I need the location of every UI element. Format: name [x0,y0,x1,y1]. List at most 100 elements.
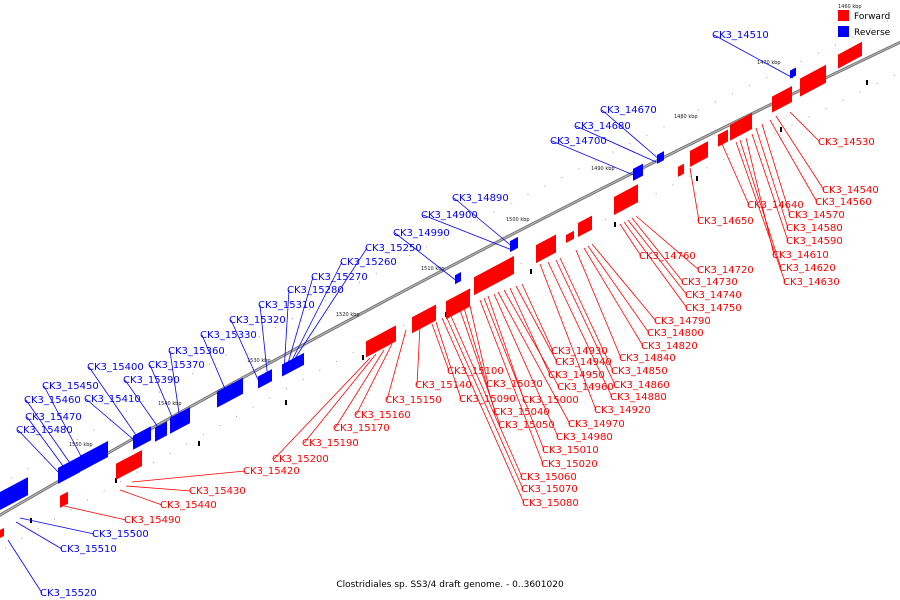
gene-label[interactable]: CK3_15250 [365,243,422,254]
gene-label[interactable]: CK3_15020 [541,459,598,470]
gene-label[interactable]: CK3_14730 [681,277,738,288]
gene-label[interactable]: CK3_14790 [654,316,711,327]
gene-label[interactable]: CK3_14670 [600,105,657,116]
gene-label[interactable]: CK3_15140 [415,380,472,391]
gene-label[interactable]: CK3_14680 [574,121,631,132]
gene-leader-line [149,364,176,425]
gene-label[interactable]: CK3_15440 [160,500,217,511]
gene-label[interactable]: CK3_14970 [568,419,625,430]
gene-label[interactable]: CK3_14640 [747,200,804,211]
gene-label[interactable]: CK3_15480 [16,425,73,436]
gene-label[interactable]: CK3_15160 [354,410,411,421]
gene-label[interactable]: CK3_15200 [272,454,329,465]
gene-label[interactable]: CK3_14820 [641,341,698,352]
gene-label[interactable]: CK3_15070 [521,484,578,495]
gene-label[interactable]: CK3_14950 [548,370,605,381]
gene-label[interactable]: CK3_15330 [200,330,257,341]
tick-label: 1500 kbp [506,217,530,223]
gene-label[interactable]: CK3_14760 [639,251,696,262]
forward-gene-block [678,163,684,177]
gene-label[interactable]: CK3_15060 [520,472,577,483]
gene-label[interactable]: CK3_14890 [452,193,509,204]
gene-leader-line [394,232,459,283]
gene-label[interactable]: CK3_14560 [815,197,872,208]
gene-label[interactable]: CK3_14740 [685,290,742,301]
reverse-gene-block [80,440,108,472]
gene-label[interactable]: CK3_14610 [772,250,829,261]
gene-label[interactable]: CK3_14920 [594,405,651,416]
gene-label[interactable]: CK3_14580 [786,223,843,234]
gene-label[interactable]: CK3_15280 [287,285,344,296]
reverse-gene-block [510,236,518,253]
gene-label[interactable]: CK3_15190 [302,438,359,449]
gene-label[interactable]: CK3_15150 [385,395,442,406]
gene-label[interactable]: CK3_15360 [168,346,225,357]
forward-gene-block [412,304,436,334]
gene-leader-line [591,243,657,322]
gene-label[interactable]: CK3_14900 [421,210,478,221]
gene-label[interactable]: CK3_15270 [311,272,368,283]
gene-leader-line [721,143,750,206]
reverse-gene-block [170,407,190,434]
gene-label[interactable]: CK3_14620 [779,263,836,274]
forward-gene-block [474,255,514,296]
gene-label[interactable]: CK3_15000 [522,395,579,406]
gene-label[interactable]: CK3_15420 [243,466,300,477]
gene-label[interactable]: CK3_14930 [551,346,608,357]
gene-label[interactable]: CK3_15510 [60,544,117,555]
gene-label[interactable]: CK3_15460 [24,395,81,406]
gene-label[interactable]: CK3_15470 [25,412,82,423]
gene-label[interactable]: CK3_14840 [619,353,676,364]
gene-label[interactable]: CK3_14650 [697,216,754,227]
gene-label[interactable]: CK3_15320 [229,315,286,326]
gene-label[interactable]: CK3_15050 [498,420,555,431]
gene-label[interactable]: CK3_15010 [542,445,599,456]
gene-label[interactable]: CK3_15080 [522,498,579,509]
gene-label[interactable]: CK3_14960 [557,382,614,393]
gene-label[interactable]: CK3_15400 [87,362,144,373]
genome-backbone-highlight [0,41,900,516]
reverse-gene-block [455,272,461,285]
gene-label[interactable]: CK3_15090 [459,394,516,405]
gene-label[interactable]: CK3_15490 [124,515,181,526]
gene-label[interactable]: CK3_14530 [818,137,875,148]
gene-label[interactable]: CK3_14980 [556,432,613,443]
gene-leader-line [459,309,501,426]
gene-label[interactable]: CK3_14750 [685,303,742,314]
gene-label[interactable]: CK3_14860 [613,380,670,391]
gene-leader-line [509,287,551,376]
gene-label[interactable]: CK3_14570 [788,210,845,221]
gene-leader-line [85,398,135,441]
gene-label[interactable]: CK3_15520 [40,588,97,599]
gene-label[interactable]: CK3_14630 [783,277,840,288]
gene-label[interactable]: CK3_14540 [822,185,879,196]
gene-label[interactable]: CK3_15450 [42,381,99,392]
gene-label[interactable]: CK3_14700 [550,136,607,147]
gene-label[interactable]: CK3_14940 [555,357,612,368]
forward-gene-block [446,288,470,320]
gene-label[interactable]: CK3_15170 [333,423,390,434]
tick-label: 1510 kbp [421,266,445,272]
gene-leader-line [119,489,163,506]
gene-label[interactable]: CK3_14990 [393,228,450,239]
gene-label[interactable]: CK3_14850 [611,366,668,377]
gene-label[interactable]: CK3_14800 [647,328,704,339]
gene-label[interactable]: CK3_14510 [712,30,769,41]
gene-label[interactable]: CK3_14720 [697,265,754,276]
gene-label[interactable]: CK3_15410 [84,394,141,405]
gene-leader-line [483,297,545,451]
tick-label: 1480 kbp [674,114,698,120]
gene-label[interactable]: CK3_14880 [610,392,667,403]
gene-label[interactable]: CK3_15370 [148,360,205,371]
gene-label[interactable]: CK3_15030 [486,379,543,390]
gene-label[interactable]: CK3_14590 [786,236,843,247]
gene-leader-line [479,299,544,465]
gene-label[interactable]: CK3_15310 [258,300,315,311]
reverse-gene-block [282,352,304,377]
gene-label[interactable]: CK3_15500 [92,529,149,540]
gene-label[interactable]: CK3_15100 [447,366,504,377]
gene-label[interactable]: CK3_15390 [123,375,180,386]
gene-label[interactable]: CK3_15040 [493,407,550,418]
gene-label[interactable]: CK3_15430 [189,486,246,497]
gene-label[interactable]: CK3_15260 [340,257,397,268]
